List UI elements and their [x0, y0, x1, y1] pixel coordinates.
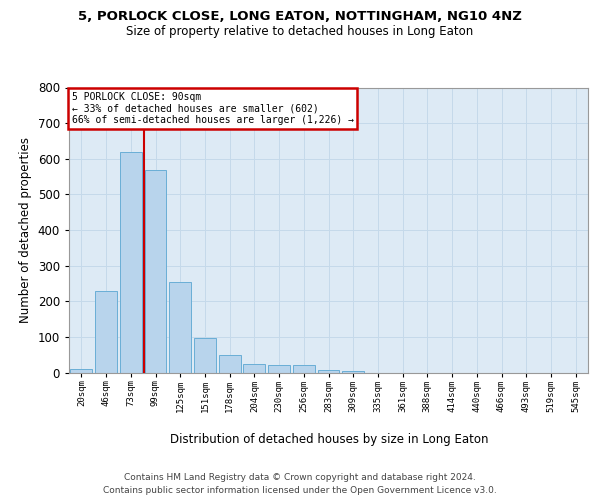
- Bar: [194, 338, 216, 372]
- Bar: [219, 354, 241, 372]
- Bar: [293, 364, 314, 372]
- Text: Contains public sector information licensed under the Open Government Licence v3: Contains public sector information licen…: [103, 486, 497, 495]
- Bar: [317, 370, 340, 372]
- Bar: [70, 369, 92, 372]
- Text: 5 PORLOCK CLOSE: 90sqm
← 33% of detached houses are smaller (602)
66% of semi-de: 5 PORLOCK CLOSE: 90sqm ← 33% of detached…: [71, 92, 353, 125]
- Bar: [120, 152, 142, 372]
- Bar: [145, 170, 166, 372]
- Text: Distribution of detached houses by size in Long Eaton: Distribution of detached houses by size …: [170, 432, 488, 446]
- Text: Size of property relative to detached houses in Long Eaton: Size of property relative to detached ho…: [127, 25, 473, 38]
- Text: 5, PORLOCK CLOSE, LONG EATON, NOTTINGHAM, NG10 4NZ: 5, PORLOCK CLOSE, LONG EATON, NOTTINGHAM…: [78, 10, 522, 23]
- Bar: [268, 364, 290, 372]
- Bar: [169, 282, 191, 372]
- Text: Contains HM Land Registry data © Crown copyright and database right 2024.: Contains HM Land Registry data © Crown c…: [124, 472, 476, 482]
- Bar: [95, 292, 117, 372]
- Y-axis label: Number of detached properties: Number of detached properties: [19, 137, 32, 323]
- Bar: [244, 364, 265, 372]
